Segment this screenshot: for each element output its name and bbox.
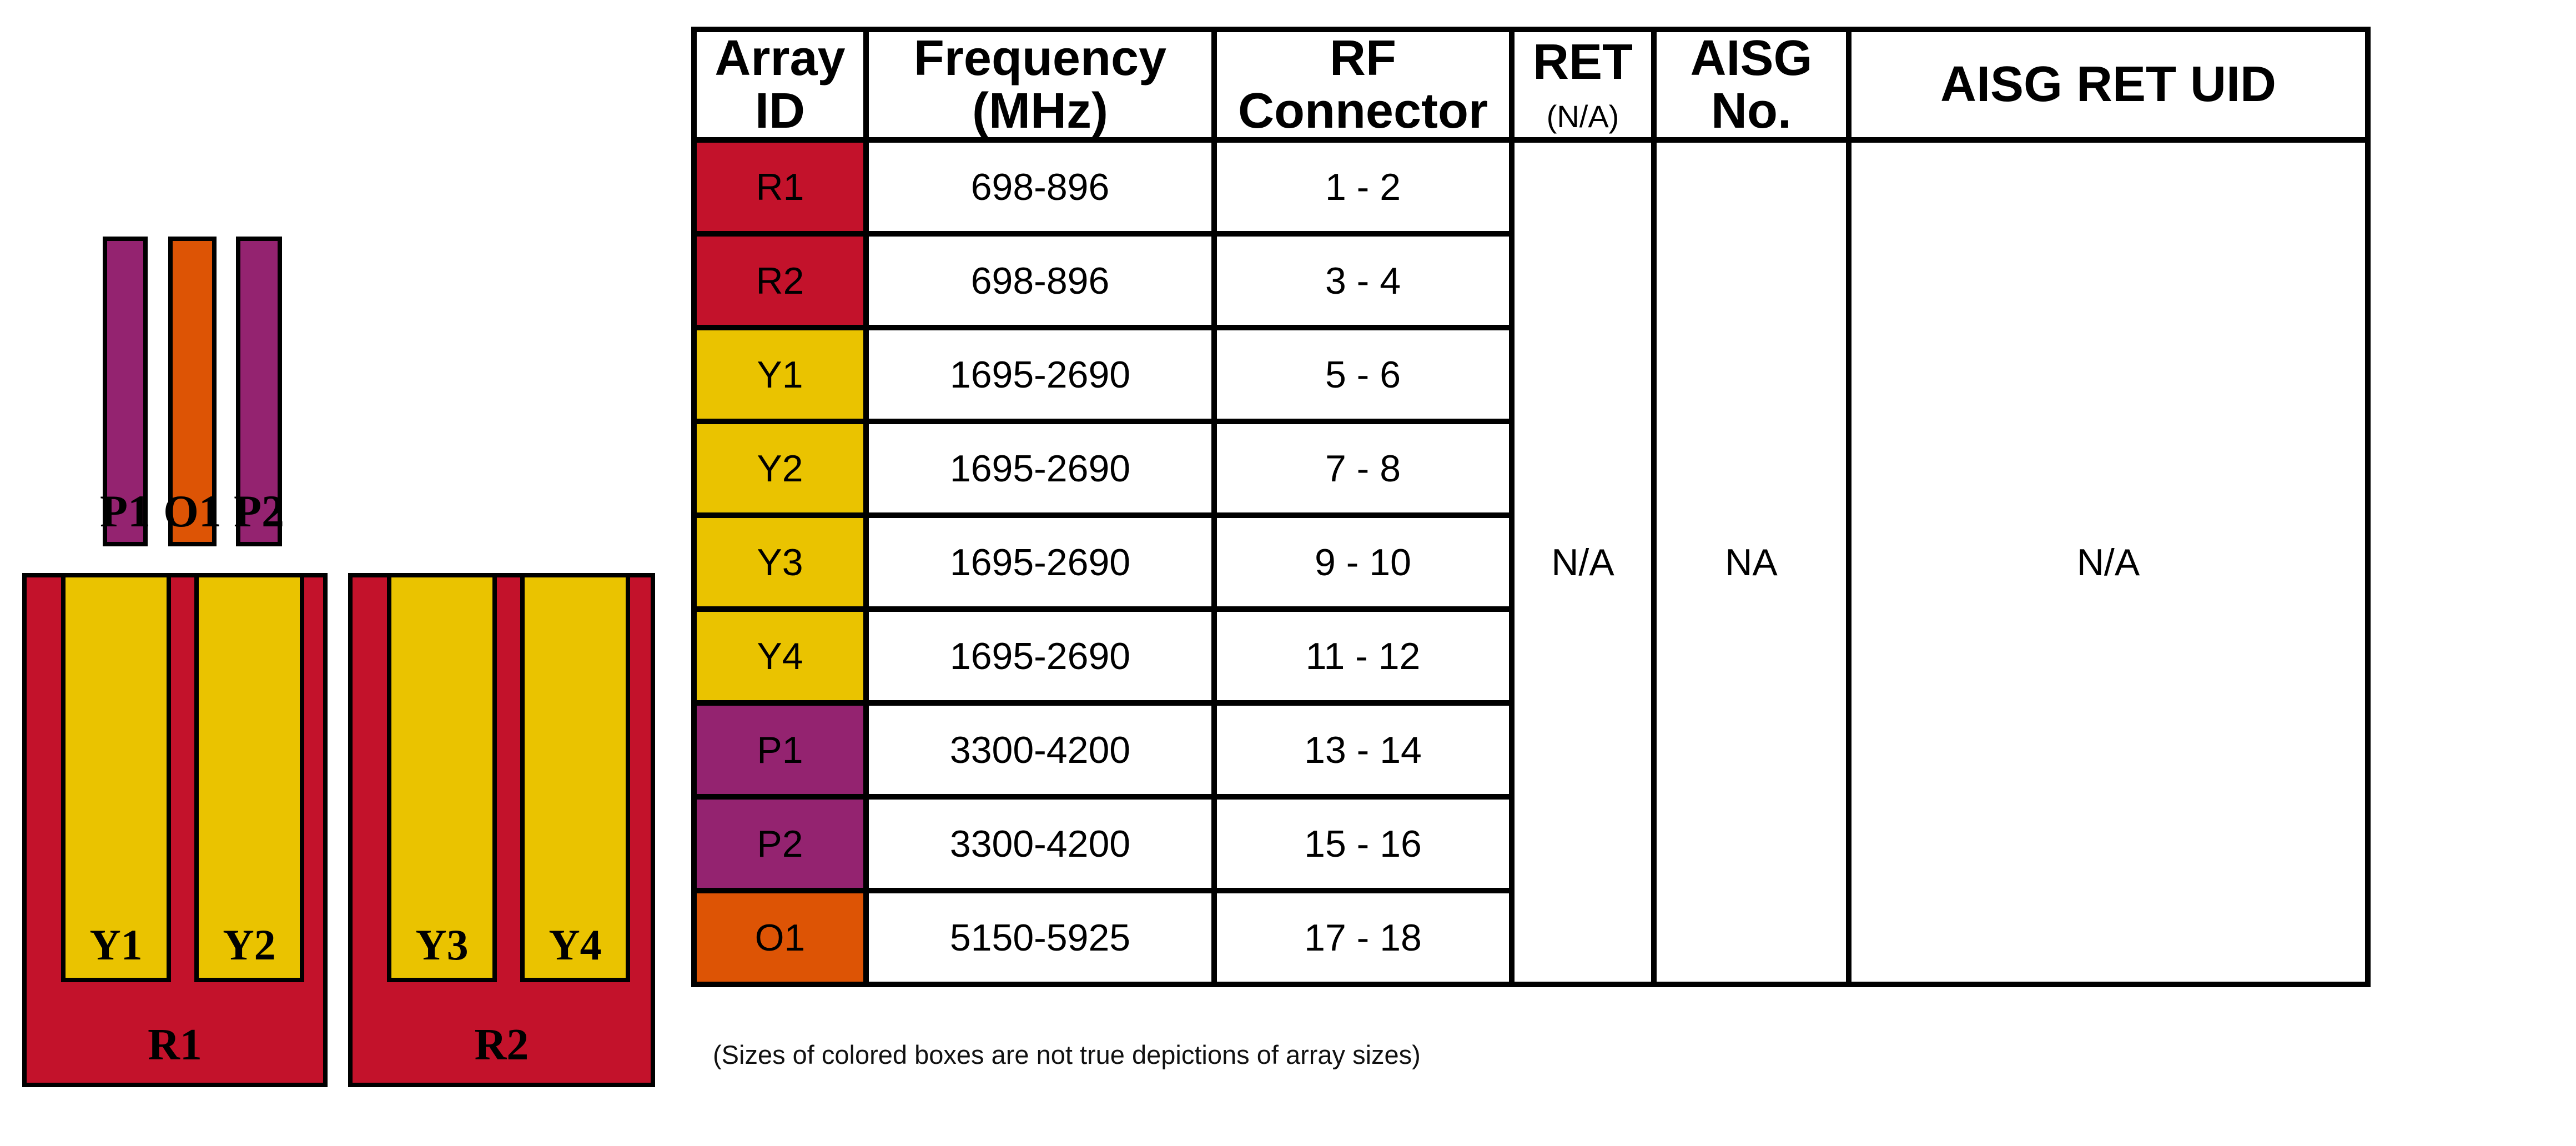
frequency-cell: 1695-2690 <box>863 606 1217 706</box>
rf-connector-cell: 15 - 16 <box>1211 794 1515 893</box>
frequency-cell: 698-896 <box>863 231 1217 330</box>
header-ret: RET (N/A) <box>1509 27 1657 143</box>
array-bar-p2-label: P2 <box>233 486 285 536</box>
rf-connector-cell: 9 - 10 <box>1211 512 1515 612</box>
array-id-cell: R2 <box>691 231 869 330</box>
frequency-cell: 5150-5925 <box>863 888 1217 987</box>
table-row: R1 698-896 1 - 2 N/A NA N/A <box>691 137 2371 987</box>
table-row: Y2 1695-2690 7 - 8 <box>691 419 2368 518</box>
table-row: Y4 1695-2690 11 - 12 <box>691 606 2368 706</box>
frequency-cell: 3300-4200 <box>863 700 1217 800</box>
rf-connector-cell: 7 - 8 <box>1211 419 1515 518</box>
rf-connector-cell: 13 - 14 <box>1211 700 1515 800</box>
array-box-r2: Y3 Y4 R2 <box>348 573 655 1087</box>
header-frequency: Frequency (MHz) <box>863 27 1217 143</box>
aisg-no-merged-cell: NA <box>1651 137 1852 987</box>
header-array-id: Array ID <box>691 27 869 143</box>
frequency-cell: 1695-2690 <box>863 512 1217 612</box>
array-bar-o1: O1 <box>163 237 222 546</box>
frequency-cell: 3300-4200 <box>863 794 1217 893</box>
array-box-y3-label: Y3 <box>415 921 469 969</box>
array-box-y2: Y2 <box>194 573 304 982</box>
array-id-cell: O1 <box>691 888 869 987</box>
table-row: P1 3300-4200 13 - 14 <box>691 700 2368 800</box>
rf-connector-cell: 17 - 18 <box>1211 888 1515 987</box>
frequency-cell: 1695-2690 <box>863 325 1217 424</box>
array-box-r1: Y1 Y2 R1 <box>22 573 328 1087</box>
table-row: R2 698-896 3 - 4 <box>691 231 2368 330</box>
table-row: O1 5150-5925 17 - 18 <box>691 888 2368 987</box>
array-id-cell: Y4 <box>691 606 869 706</box>
array-box-r2-label: R2 <box>474 1021 529 1069</box>
array-box-y1: Y1 <box>61 573 171 982</box>
header-ret-title: RET <box>1533 34 1633 90</box>
array-box-y4: Y4 <box>520 573 630 982</box>
ret-merged-cell: N/A <box>1509 137 1657 987</box>
header-row: Array ID Frequency (MHz) RF Connector RE… <box>691 27 2371 143</box>
frequency-cell: 698-896 <box>863 137 1217 237</box>
array-box-y4-label: Y4 <box>549 921 602 969</box>
array-bar-o1-label: O1 <box>163 486 222 536</box>
array-spec-table: Array ID Frequency (MHz) RF Connector RE… <box>691 27 2371 987</box>
array-id-cell: P2 <box>691 794 869 893</box>
array-id-cell: R1 <box>691 137 869 237</box>
array-table-body: R1 698-896 1 - 2 N/A NA N/A R2 698-896 3 - 4 Y1 16… <box>691 137 2371 987</box>
array-box-y3: Y3 <box>387 573 497 982</box>
array-box-r1-label: R1 <box>148 1021 202 1069</box>
header-aisg-no: AISG No. <box>1651 27 1852 143</box>
rf-connector-cell: 1 - 2 <box>1211 137 1515 237</box>
array-id-cell: Y1 <box>691 325 869 424</box>
table-row: Y1 1695-2690 5 - 6 <box>691 325 2368 424</box>
rf-connector-cell: 5 - 6 <box>1211 325 1515 424</box>
header-aisg-ret-uid: AISG RET UID <box>1846 27 2371 143</box>
table-row: Y3 1695-2690 9 - 10 <box>691 512 2368 612</box>
array-box-y1-label: Y1 <box>89 921 143 969</box>
frequency-cell: 1695-2690 <box>863 419 1217 518</box>
size-disclaimer-note: (Sizes of colored boxes are not true dep… <box>713 1040 1421 1069</box>
array-id-cell: P1 <box>691 700 869 800</box>
array-bar-p2: P2 <box>233 237 285 546</box>
array-bar-p1-label: P1 <box>99 486 151 536</box>
header-ret-subtext: (N/A) <box>1546 99 1619 134</box>
aisg-ret-uid-merged-cell: N/A <box>1846 137 2371 987</box>
array-box-y2-label: Y2 <box>223 921 276 969</box>
array-id-cell: Y2 <box>691 419 869 518</box>
table-row: P2 3300-4200 15 - 16 <box>691 794 2368 893</box>
array-id-cell: Y3 <box>691 512 869 612</box>
header-rf-connector: RF Connector <box>1211 27 1515 143</box>
rf-connector-cell: 11 - 12 <box>1211 606 1515 706</box>
array-bar-p1: P1 <box>99 237 151 546</box>
rf-connector-cell: 3 - 4 <box>1211 231 1515 330</box>
